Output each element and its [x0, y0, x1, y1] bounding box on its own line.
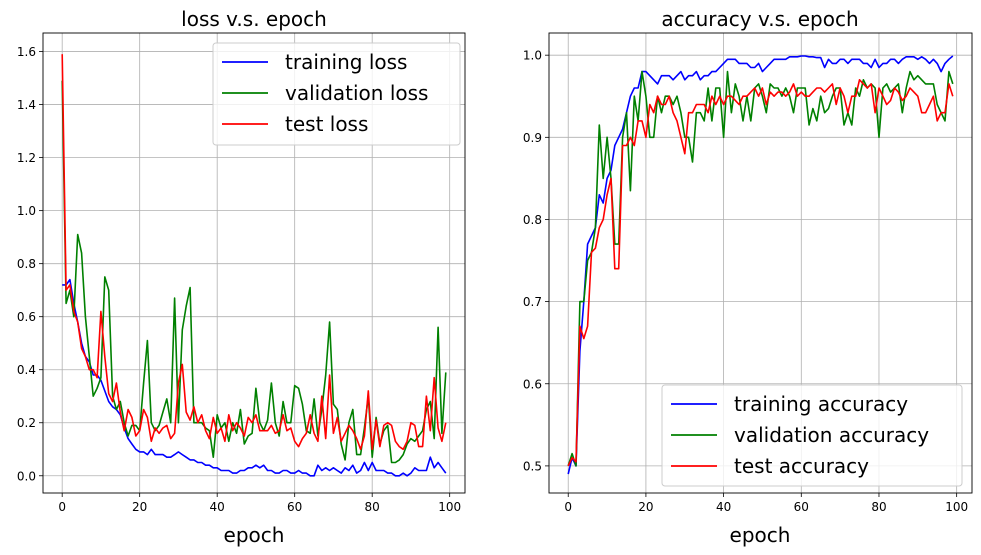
y-tick-label: 0.8 [523, 213, 542, 227]
y-tick-label: 1.2 [17, 151, 36, 165]
loss-chart-xlabel: epoch [224, 523, 285, 547]
x-tick-label: 20 [638, 500, 653, 514]
y-tick-label: 0.7 [523, 295, 542, 309]
y-tick-label: 0.2 [17, 416, 36, 430]
accuracy-chart-title: accuracy v.s. epoch [661, 7, 858, 31]
y-tick-label: 1.0 [523, 49, 542, 63]
legend-label: validation accuracy [734, 423, 929, 447]
x-tick-label: 60 [794, 500, 809, 514]
legend-label: validation loss [285, 81, 428, 105]
axes-frame [548, 32, 973, 494]
y-tick-label: 0.6 [17, 310, 36, 324]
loss-chart: loss v.s. epoch epoch 0 20 40 60 80 100 0.0 0.2… [17, 7, 466, 547]
x-tick-label: 100 [945, 500, 968, 514]
x-tick-label: 60 [287, 500, 302, 514]
legend-label: training accuracy [734, 392, 908, 416]
y-tick-label: 1.4 [17, 98, 36, 112]
loss-chart-title: loss v.s. epoch [181, 7, 327, 31]
y-tick-label: 1.6 [17, 45, 36, 59]
series-line-validation-accuracy [567, 70, 954, 467]
y-tick-label: 0.5 [523, 459, 542, 473]
axes-frame [42, 32, 466, 494]
legend-label: training loss [285, 50, 407, 74]
series-line-training-accuracy [567, 55, 954, 475]
y-tick-label: 0.6 [523, 377, 542, 391]
x-tick-label: 40 [210, 500, 225, 514]
series-line-test-loss [61, 54, 447, 451]
x-tick-label: 80 [365, 500, 380, 514]
x-tick-label: 100 [438, 500, 461, 514]
y-tick-label: 1.0 [17, 204, 36, 218]
x-tick-label: 0 [564, 500, 572, 514]
y-tick-label: 0.9 [523, 131, 542, 145]
y-tick-label: 0.4 [17, 363, 36, 377]
x-tick-label: 40 [716, 500, 731, 514]
y-tick-label: 0.8 [17, 257, 36, 271]
x-tick-label: 20 [132, 500, 147, 514]
legend-label: test loss [285, 112, 368, 136]
accuracy-chart: accuracy v.s. epoch epoch 0 20 40 60 80 100 0.… [523, 7, 973, 547]
x-tick-label: 80 [871, 500, 886, 514]
series-line-test-accuracy [567, 79, 954, 467]
series-line-training-loss [62, 278, 447, 477]
y-tick-label: 0.0 [17, 469, 36, 483]
legend-box [212, 42, 461, 146]
accuracy-chart-xlabel: epoch [730, 523, 791, 547]
legend-label: test accuracy [734, 454, 869, 478]
legend-box [661, 384, 963, 487]
x-tick-label: 0 [58, 500, 66, 514]
